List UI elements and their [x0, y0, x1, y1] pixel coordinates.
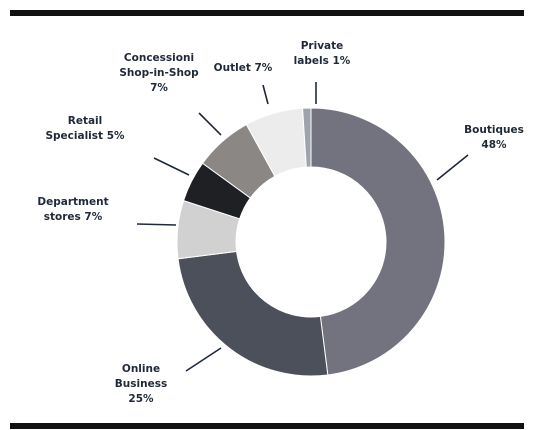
- data-label-online-business-25: Online Business 25%: [115, 363, 167, 405]
- leader-line-boutiques-48: [436, 154, 469, 181]
- data-label-line: 48%: [481, 139, 507, 151]
- data-label-line: Business: [115, 378, 167, 390]
- leader-line-online-business-25: [185, 347, 222, 372]
- top-rule: [10, 10, 524, 16]
- leader-line-concessioni-shop-in-shop-7: [198, 112, 222, 136]
- pie-slice-private-labels-1: [302, 107, 312, 168]
- pie-slice-boutiques-48: [310, 107, 446, 376]
- bottom-rule: [10, 423, 524, 429]
- data-label-line: Online: [122, 363, 160, 375]
- leader-line-outlet-7: [262, 84, 269, 105]
- data-label-concessioni-shop-in-shop-7: Concessioni Shop-in-Shop 7%: [119, 52, 199, 94]
- data-label-line: Boutiques: [464, 124, 524, 136]
- data-label-line: Specialist 5%: [45, 130, 125, 142]
- data-label-line: Private: [301, 40, 344, 52]
- data-label-line: stores 7%: [44, 211, 103, 223]
- data-label-private-labels-1: Private labels 1%: [294, 40, 351, 67]
- data-label-retail-specialist-5: Retail Specialist 5%: [45, 115, 125, 142]
- data-label-line: 25%: [128, 393, 154, 405]
- donut-hole: [236, 167, 386, 317]
- data-label-line: Department: [37, 196, 108, 208]
- data-label-boutiques-48: Boutiques 48%: [464, 124, 524, 151]
- data-label-outlet-7: Outlet 7%: [214, 62, 273, 74]
- data-label-line: Shop-in-Shop: [119, 67, 199, 79]
- leader-line-department-stores-7: [136, 223, 177, 226]
- pie-slice-online-business-25: [177, 250, 329, 377]
- data-label-line: Concessioni: [124, 52, 194, 64]
- data-label-line: 7%: [150, 82, 168, 94]
- data-label-line: Outlet 7%: [214, 62, 273, 74]
- data-label-line: Retail: [68, 115, 103, 127]
- leader-line-retail-specialist-5: [153, 157, 190, 176]
- data-label-line: labels 1%: [294, 55, 351, 67]
- data-label-department-stores-7: Department stores 7%: [37, 196, 108, 223]
